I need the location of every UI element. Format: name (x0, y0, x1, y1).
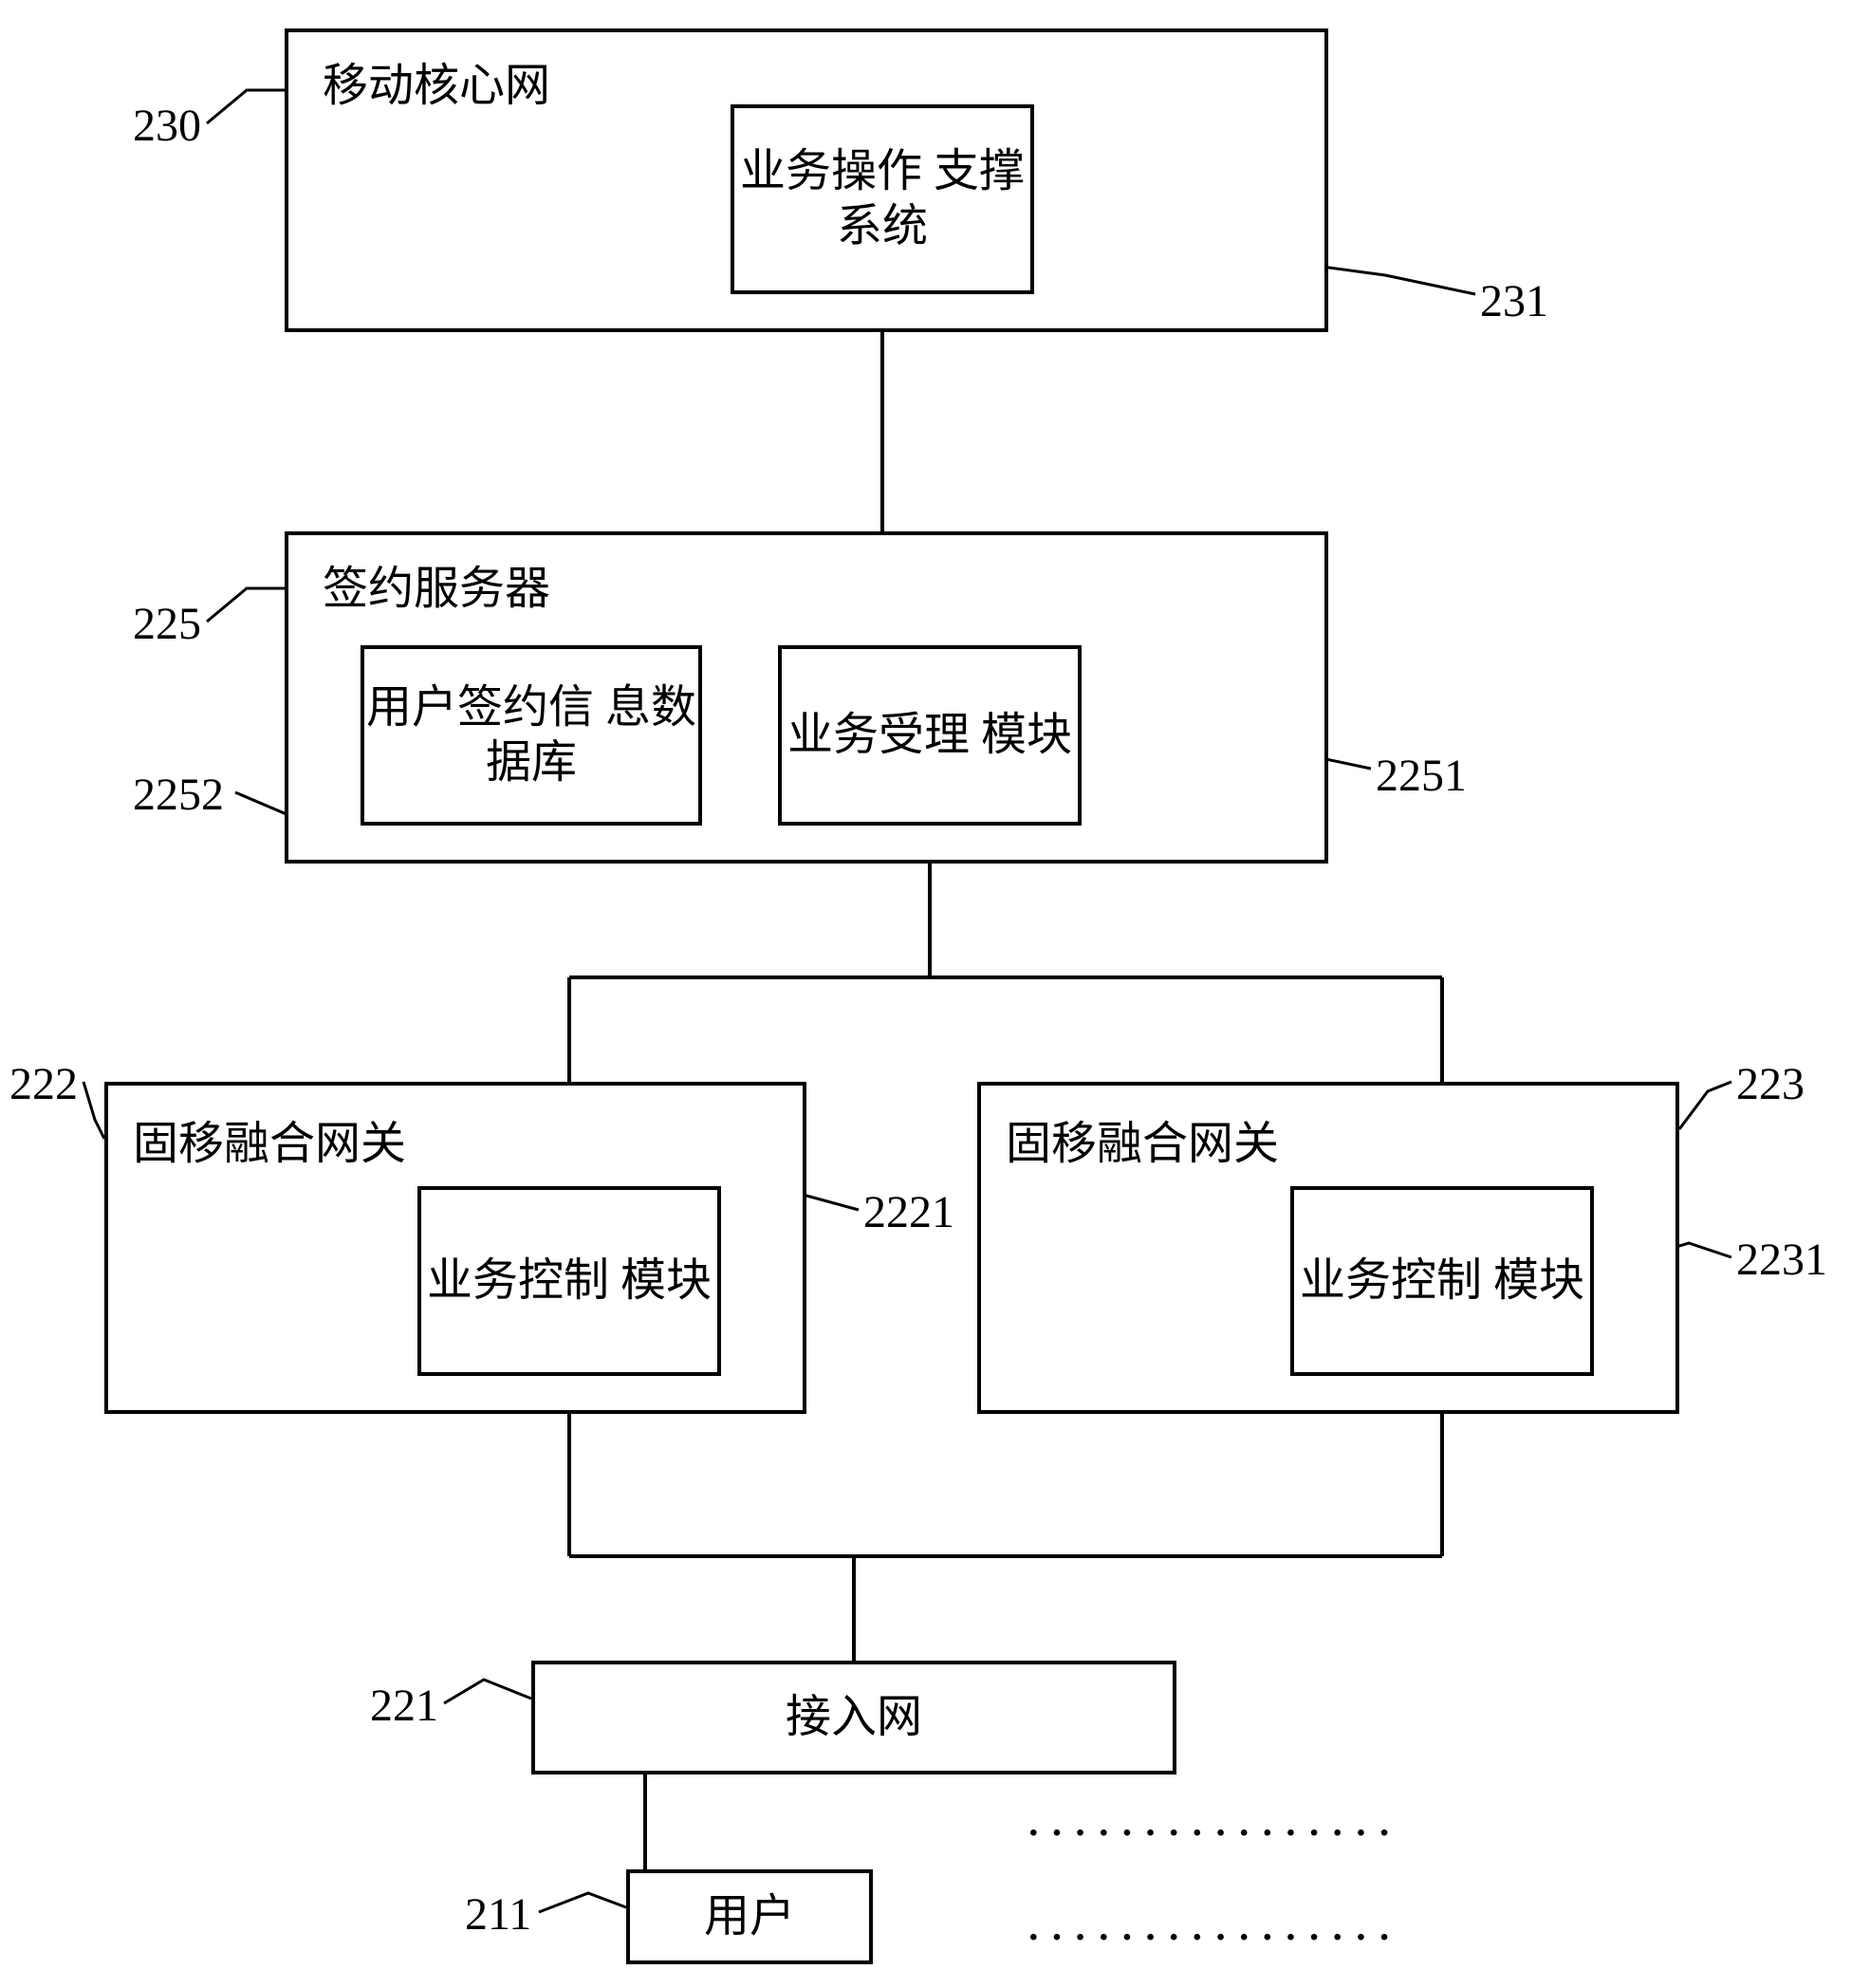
accept-label: 业务受理 模块 (787, 708, 1072, 763)
id-2252: 2252 (133, 769, 224, 821)
id-222: 222 (9, 1058, 78, 1110)
diagram-canvas: 移动核心网 业务操作 支撑系统 签约服务器 用户签约信 息数据库 业务受理 模块… (0, 0, 1851, 1988)
sub-server-title: 签约服务器 (323, 550, 550, 617)
id-223: 223 (1736, 1058, 1805, 1110)
gateway-right-ctrl-label: 业务控制 模块 (1300, 1254, 1584, 1309)
db-label: 用户签约信 息数据库 (364, 680, 698, 790)
id-231: 231 (1480, 275, 1548, 327)
user-label: 用户 (704, 1889, 795, 1944)
access-net-box: 接入网 (531, 1661, 1176, 1774)
gateway-right-title: 固移融合网关 (1006, 1105, 1279, 1172)
id-230: 230 (133, 100, 201, 152)
accept-box: 业务受理 模块 (778, 645, 1082, 826)
id-2221: 2221 (863, 1186, 954, 1238)
boss-box: 业务操作 支撑系统 (731, 104, 1034, 294)
gateway-right-ctrl-box: 业务控制 模块 (1290, 1186, 1594, 1376)
access-net-label: 接入网 (786, 1690, 922, 1745)
id-2231: 2231 (1736, 1234, 1827, 1286)
user-box: 用户 (626, 1869, 873, 1964)
dots-2: ················ (1025, 1907, 1398, 1968)
db-box: 用户签约信 息数据库 (361, 645, 702, 826)
gateway-left-ctrl-box: 业务控制 模块 (417, 1186, 721, 1376)
dots-1: ················ (1025, 1803, 1398, 1864)
mobile-core-title: 移动核心网 (323, 47, 550, 114)
id-2251: 2251 (1376, 750, 1467, 802)
gateway-left-ctrl-label: 业务控制 模块 (427, 1254, 712, 1309)
boss-label: 业务操作 支撑系统 (734, 144, 1030, 253)
id-225: 225 (133, 598, 201, 650)
id-211: 211 (465, 1888, 531, 1941)
id-221: 221 (370, 1680, 438, 1732)
gateway-left-title: 固移融合网关 (133, 1105, 406, 1172)
